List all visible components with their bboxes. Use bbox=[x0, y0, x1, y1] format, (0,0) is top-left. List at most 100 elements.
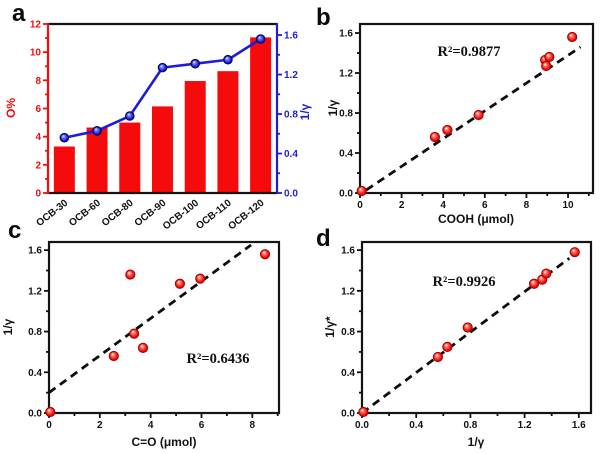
left-axis-ticks: 0.0 0.4 0.8 1.2 1.6 bbox=[28, 246, 49, 420]
bar bbox=[86, 127, 108, 193]
panel-label-b: b bbox=[316, 4, 331, 31]
panel-b-scatter-chart: 0 2 4 6 8 10 0.0 0.4 0.8 1.2 1.6 R²=0.9877 COOH (μmo… bbox=[326, 22, 595, 226]
data-points bbox=[356, 31, 578, 197]
bar bbox=[250, 37, 272, 193]
bottom-axis-ticks: 0.0 0.4 0.8 1.2 1.6 bbox=[355, 413, 586, 431]
data-point bbox=[528, 278, 540, 289]
trend-line bbox=[361, 257, 571, 415]
bar bbox=[184, 81, 206, 193]
y-tick-label: 6 bbox=[35, 104, 41, 115]
data-point bbox=[567, 31, 578, 43]
y-tick-label: 0.0 bbox=[28, 409, 42, 420]
bottom-axis-ticks: 0 2 4 6 8 bbox=[46, 413, 279, 431]
x-tick-label: 8 bbox=[250, 420, 256, 431]
y-tick-label: 4 bbox=[35, 132, 41, 143]
y-tick-label: 1.6 bbox=[341, 246, 355, 257]
line-markers bbox=[59, 34, 266, 143]
data-point bbox=[108, 350, 119, 362]
line-marker bbox=[92, 126, 102, 136]
x-tick-label: 6 bbox=[482, 200, 488, 211]
line-marker bbox=[124, 111, 135, 121]
x-tick-label: 0 bbox=[46, 420, 52, 431]
category-label: OCB-60 bbox=[67, 197, 103, 229]
data-point bbox=[544, 51, 555, 63]
data-point bbox=[432, 351, 443, 363]
y-axis-label: 1/γ bbox=[326, 99, 340, 116]
y-tick-label: 0.8 bbox=[339, 109, 353, 120]
panel-a-bar-line-chart: 0 2 4 6 8 10 12 0.0 0.4 0.8 1.2 1.6 OCB-30OCB-60OCB-… bbox=[4, 20, 312, 233]
data-point bbox=[541, 60, 552, 72]
right-tick-label: 1.2 bbox=[284, 70, 298, 81]
right-tick-label: 1.6 bbox=[284, 31, 298, 42]
panel-c-scatter-chart: 0 2 4 6 8 0.0 0.4 0.8 1.2 1.6 R²=0.6436 C=O (μmol) 1… bbox=[1, 240, 281, 449]
y-tick-label: 0.8 bbox=[341, 327, 355, 338]
x-tick-label: 0.0 bbox=[355, 420, 369, 431]
data-point bbox=[462, 322, 473, 333]
data-point bbox=[429, 131, 440, 143]
y-tick-label: 0.8 bbox=[28, 327, 42, 338]
x-tick-label: 4 bbox=[440, 200, 446, 211]
y-tick-label: 1.2 bbox=[28, 286, 42, 297]
left-axis-ticks: 0.0 0.4 0.8 1.2 1.6 bbox=[341, 246, 362, 420]
data-point bbox=[259, 249, 271, 260]
y-tick-label: 1.6 bbox=[339, 29, 353, 40]
y-tick-label: 2 bbox=[35, 160, 41, 171]
trend-line bbox=[365, 45, 582, 192]
x-tick-label: 0.4 bbox=[409, 420, 423, 431]
x-axis-label: C=O (μmol) bbox=[131, 435, 196, 449]
data-point bbox=[541, 268, 552, 279]
x-tick-label: 2 bbox=[97, 420, 103, 431]
y-tick-label: 0.0 bbox=[339, 189, 353, 200]
y-tick-label: 1.2 bbox=[339, 69, 353, 80]
x-tick-label: 0.8 bbox=[463, 420, 477, 431]
bar bbox=[152, 106, 173, 193]
x-tick-label: 2 bbox=[399, 200, 405, 211]
bottom-axis-ticks: 0 2 4 6 8 10 bbox=[357, 193, 590, 211]
plot-frame bbox=[360, 240, 593, 415]
data-point bbox=[442, 124, 453, 136]
y-tick-label: 0.4 bbox=[341, 368, 355, 379]
data-point bbox=[358, 406, 369, 418]
y-tick-label: 10 bbox=[30, 48, 42, 59]
data-point bbox=[174, 278, 185, 289]
left-axis-ticks: 0 2 4 6 8 10 12 bbox=[30, 20, 48, 200]
right-axis-label: 1/γ bbox=[298, 103, 312, 120]
data-point bbox=[356, 185, 367, 197]
data-points bbox=[45, 249, 271, 418]
line-marker bbox=[157, 62, 168, 73]
r-squared-annotation: R²=0.6436 bbox=[187, 351, 250, 367]
x-axis-label: COOH (μmol) bbox=[438, 212, 514, 226]
line-marker bbox=[59, 132, 70, 143]
y-tick-label: 0 bbox=[35, 189, 41, 200]
panel-label-c: c bbox=[8, 217, 22, 244]
y-tick-label: 8 bbox=[35, 76, 41, 87]
data-point bbox=[45, 406, 56, 418]
bar bbox=[119, 122, 141, 193]
panel-label-a: a bbox=[12, 0, 26, 27]
x-tick-label: 6 bbox=[199, 420, 205, 431]
bar bbox=[217, 71, 239, 193]
x-tick-label: 1.2 bbox=[518, 420, 532, 431]
right-tick-label: 0.8 bbox=[284, 110, 298, 121]
right-tick-label: 0.0 bbox=[284, 189, 298, 200]
bar bbox=[53, 146, 75, 193]
right-tick-label: 0.4 bbox=[284, 149, 298, 160]
r-squared-annotation: R²=0.9926 bbox=[433, 274, 496, 290]
right-axis-ticks: 0.0 0.4 0.8 1.2 1.6 bbox=[277, 31, 298, 200]
x-axis-label: 1/γ bbox=[468, 435, 485, 449]
x-tick-label: 0 bbox=[357, 200, 363, 211]
x-tick-label: 1.6 bbox=[572, 420, 586, 431]
data-point bbox=[569, 247, 580, 258]
y-tick-label: 1.2 bbox=[341, 286, 355, 297]
data-point bbox=[473, 109, 484, 121]
plot-frame bbox=[358, 22, 595, 195]
panel-d-scatter-chart: 0.0 0.4 0.8 1.2 1.6 0.0 0.4 0.8 1.2 1.6 R²=0.9926 1… bbox=[323, 240, 593, 449]
bar-series bbox=[53, 37, 272, 193]
y-tick-label: 12 bbox=[30, 20, 42, 31]
y-tick-label: 0.0 bbox=[341, 409, 355, 420]
line-marker bbox=[190, 58, 201, 69]
trend-line bbox=[48, 243, 252, 394]
y-tick-label: 1.6 bbox=[28, 246, 42, 257]
panel-label-d: d bbox=[316, 225, 331, 252]
